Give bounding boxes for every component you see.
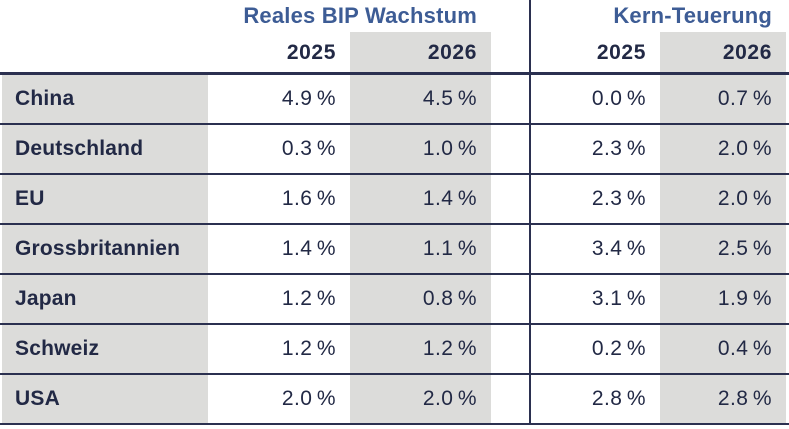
bip-2026-cell: 1.1 % xyxy=(350,225,491,273)
row-separator xyxy=(0,173,789,175)
section-gap xyxy=(491,375,529,423)
year-row-spacer xyxy=(0,32,208,72)
kern-2026-cell: 0.4 % xyxy=(660,325,786,373)
section-gap xyxy=(491,175,529,223)
bip-2025-cell: 0.3 % xyxy=(281,137,336,160)
row-separator xyxy=(0,273,789,275)
section-gap xyxy=(491,275,529,323)
bip-2026-cell: 4.5 % xyxy=(350,75,491,123)
row-separator xyxy=(0,373,789,375)
kern-2026-cell: 2.0 % xyxy=(660,125,786,173)
bip-2025-cell: 1.4 % xyxy=(281,237,336,260)
header-rule xyxy=(0,72,789,75)
table-row-grossbritannien: Grossbritannien 1.4 % 1.1 % 3.4 % 2.5 % xyxy=(0,225,789,273)
kern-2026-cell: 2.5 % xyxy=(660,225,786,273)
country-cell: Deutschland xyxy=(2,125,208,173)
kern-2025-cell: 2.3 % xyxy=(591,137,646,160)
country-cell: China xyxy=(2,75,208,123)
section-title-row: Reales BIP Wachstum Kern-Teuerung xyxy=(0,0,789,32)
section-gap xyxy=(491,75,529,123)
section-gap xyxy=(491,32,529,72)
year-header-bip-2026: 2026 xyxy=(350,32,491,72)
kern-2026-cell: 2.8 % xyxy=(660,375,786,423)
country-cell: Grossbritannien xyxy=(2,225,208,273)
country-cell: USA xyxy=(2,375,208,423)
table-bottom-rule xyxy=(0,423,789,425)
year-header-kern-2026: 2026 xyxy=(660,32,786,72)
year-header-bip-2025: 2025 xyxy=(286,41,336,64)
title-row-spacer xyxy=(0,0,208,32)
kern-2025-cell: 0.2 % xyxy=(591,337,646,360)
kern-2026-cell: 1.9 % xyxy=(660,275,786,323)
section-divider-line xyxy=(529,0,531,425)
section-title-bip: Reales BIP Wachstum xyxy=(243,3,477,28)
table-row-usa: USA 2.0 % 2.0 % 2.8 % 2.8 % xyxy=(0,375,789,423)
year-header-row: 2025 2026 2025 2026 xyxy=(0,32,789,72)
table-row-japan: Japan 1.2 % 0.8 % 3.1 % 1.9 % xyxy=(0,275,789,323)
bip-2025-cell: 1.6 % xyxy=(281,187,336,210)
kern-2026-cell: 0.7 % xyxy=(660,75,786,123)
row-separator xyxy=(0,123,789,125)
bip-2026-cell: 1.0 % xyxy=(350,125,491,173)
section-gap xyxy=(491,125,529,173)
bip-2026-cell: 1.4 % xyxy=(350,175,491,223)
bip-2026-cell: 1.2 % xyxy=(350,325,491,373)
kern-2025-cell: 0.0 % xyxy=(591,87,646,110)
table-row-eu: EU 1.6 % 1.4 % 2.3 % 2.0 % xyxy=(0,175,789,223)
section-gap xyxy=(491,325,529,373)
country-cell: EU xyxy=(2,175,208,223)
bip-2025-cell: 4.9 % xyxy=(281,87,336,110)
row-separator xyxy=(0,323,789,325)
kern-2025-cell: 2.8 % xyxy=(591,387,646,410)
bip-2025-cell: 1.2 % xyxy=(281,287,336,310)
kern-2025-cell: 3.1 % xyxy=(591,287,646,310)
row-separator xyxy=(0,223,789,225)
bip-2026-cell: 0.8 % xyxy=(350,275,491,323)
section-gap xyxy=(491,0,529,32)
kern-2025-cell: 3.4 % xyxy=(591,237,646,260)
bip-2026-cell: 2.0 % xyxy=(350,375,491,423)
kern-2026-cell: 2.0 % xyxy=(660,175,786,223)
bip-2025-cell: 2.0 % xyxy=(281,387,336,410)
country-cell: Japan xyxy=(2,275,208,323)
bip-2025-cell: 1.2 % xyxy=(281,337,336,360)
kern-2025-cell: 2.3 % xyxy=(591,187,646,210)
country-cell: Schweiz xyxy=(2,325,208,373)
table-row-schweiz: Schweiz 1.2 % 1.2 % 0.2 % 0.4 % xyxy=(0,325,789,373)
table-row-china: China 4.9 % 4.5 % 0.0 % 0.7 % xyxy=(0,75,789,123)
section-gap xyxy=(491,225,529,273)
table-row-deutschland: Deutschland 0.3 % 1.0 % 2.3 % 2.0 % xyxy=(0,125,789,173)
year-header-kern-2025: 2025 xyxy=(596,41,646,64)
section-title-kern: Kern-Teuerung xyxy=(613,3,772,28)
